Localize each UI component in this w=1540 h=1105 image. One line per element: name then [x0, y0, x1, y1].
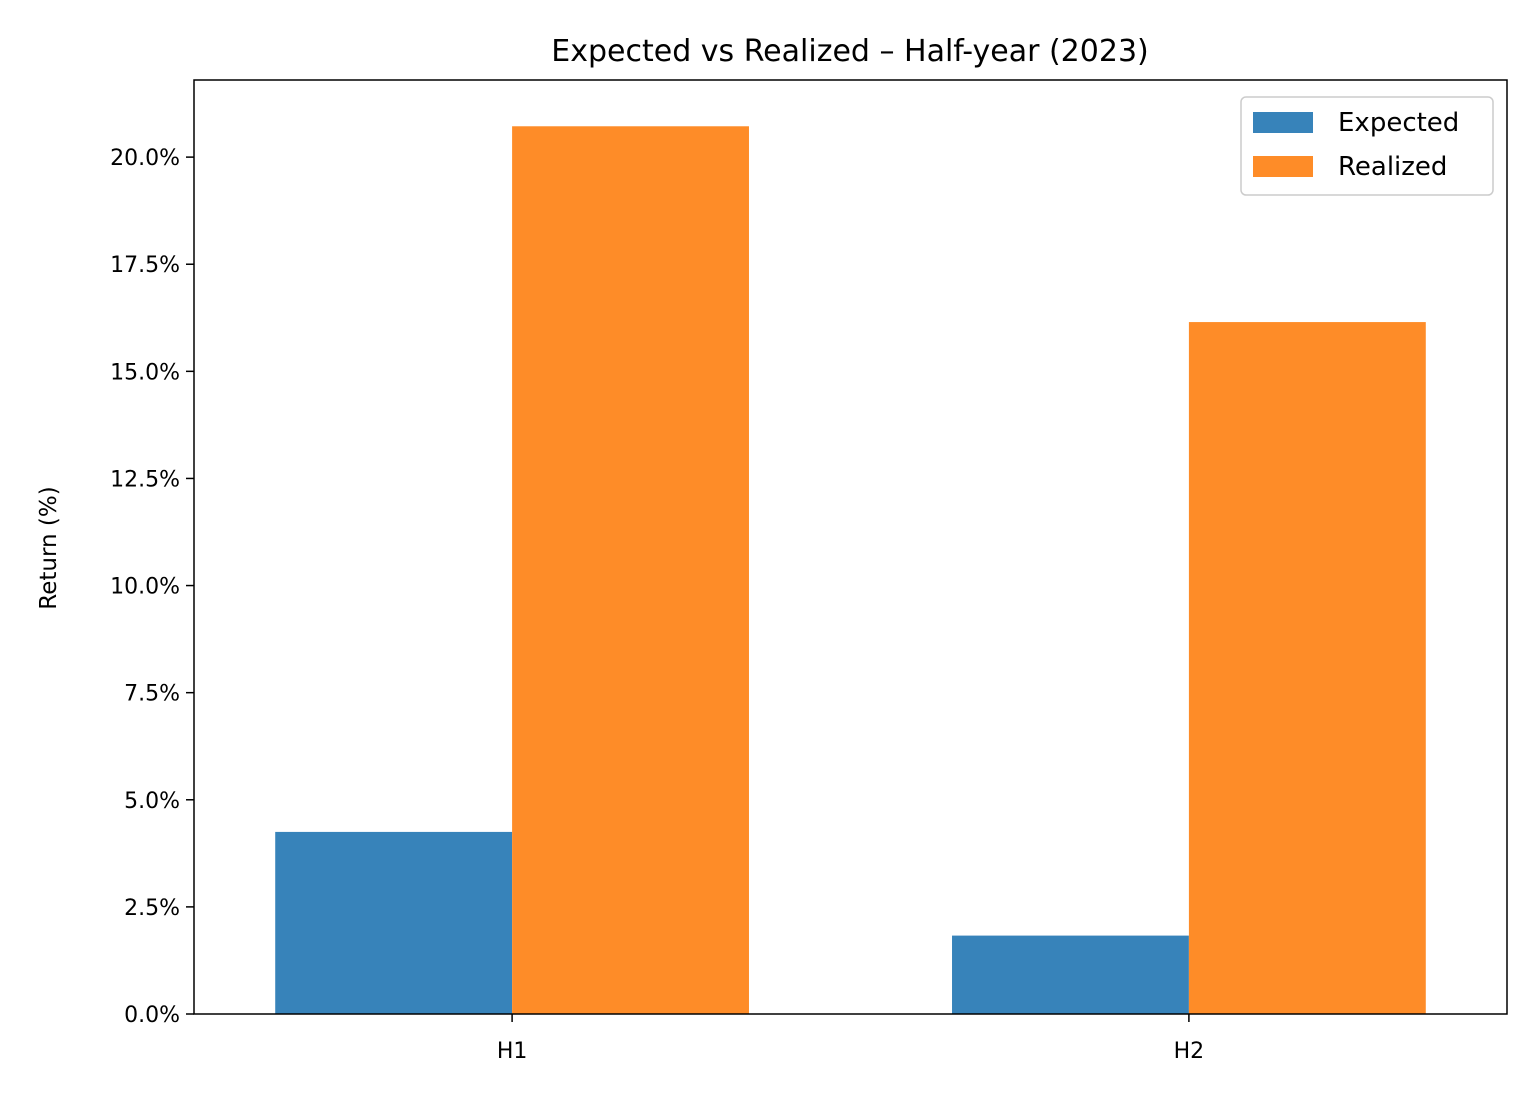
legend-label-expected: Expected: [1338, 108, 1459, 138]
bar-realized-h2: [1188, 322, 1426, 1014]
legend-swatch-expected: [1253, 112, 1313, 133]
bars-layer: [275, 126, 1426, 1015]
y-axis: 0.0% 2.5% 5.0% 7.5% 10.0% 12.5% 15.0% 17.5% 20.0…: [110, 146, 194, 1028]
y-tick-label: 20.0%: [110, 146, 180, 171]
legend-label-realized: Realized: [1338, 152, 1447, 182]
bar-expected-h1: [275, 831, 513, 1014]
y-tick-label: 15.0%: [110, 360, 180, 385]
y-tick-label: 17.5%: [110, 253, 180, 278]
bar-expected-h2: [952, 935, 1189, 1014]
y-tick-label: 7.5%: [124, 682, 180, 707]
y-tick-label: 2.5%: [124, 896, 180, 921]
y-tick-label: 10.0%: [110, 575, 180, 600]
legend: Expected Realized: [1240, 96, 1494, 196]
bar-realized-h1: [512, 126, 749, 1015]
x-axis: H1 H2: [497, 1014, 1204, 1064]
x-tick-label: H1: [497, 1039, 528, 1064]
chart-title: Expected vs Realized – Half-year (2023): [551, 34, 1148, 69]
plot-frame: [193, 79, 1508, 1015]
y-tick-label: 0.0%: [124, 1003, 180, 1028]
y-tick-label: 12.5%: [110, 467, 180, 492]
y-tick-label: 5.0%: [124, 789, 180, 814]
legend-swatch-realized: [1253, 156, 1313, 177]
x-tick-label: H2: [1174, 1039, 1205, 1064]
y-axis-label: Return (%): [36, 486, 62, 609]
